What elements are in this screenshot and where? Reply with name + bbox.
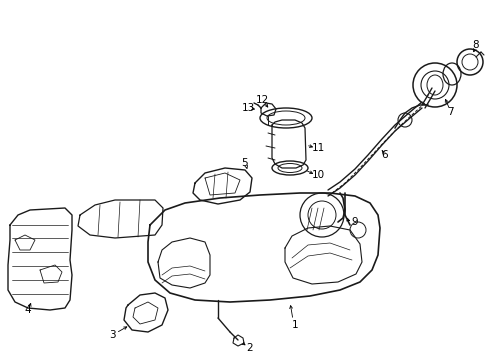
Text: 8: 8 [472, 40, 478, 50]
Text: 10: 10 [311, 170, 324, 180]
Text: 1: 1 [291, 320, 298, 330]
Text: 7: 7 [446, 107, 452, 117]
Text: 9: 9 [351, 217, 358, 227]
Text: 13: 13 [241, 103, 254, 113]
Text: 2: 2 [246, 343, 253, 353]
Text: 3: 3 [108, 330, 115, 340]
Text: 5: 5 [241, 158, 248, 168]
Text: 12: 12 [255, 95, 268, 105]
Text: 4: 4 [24, 305, 31, 315]
Text: 11: 11 [311, 143, 324, 153]
Text: 6: 6 [381, 150, 387, 160]
